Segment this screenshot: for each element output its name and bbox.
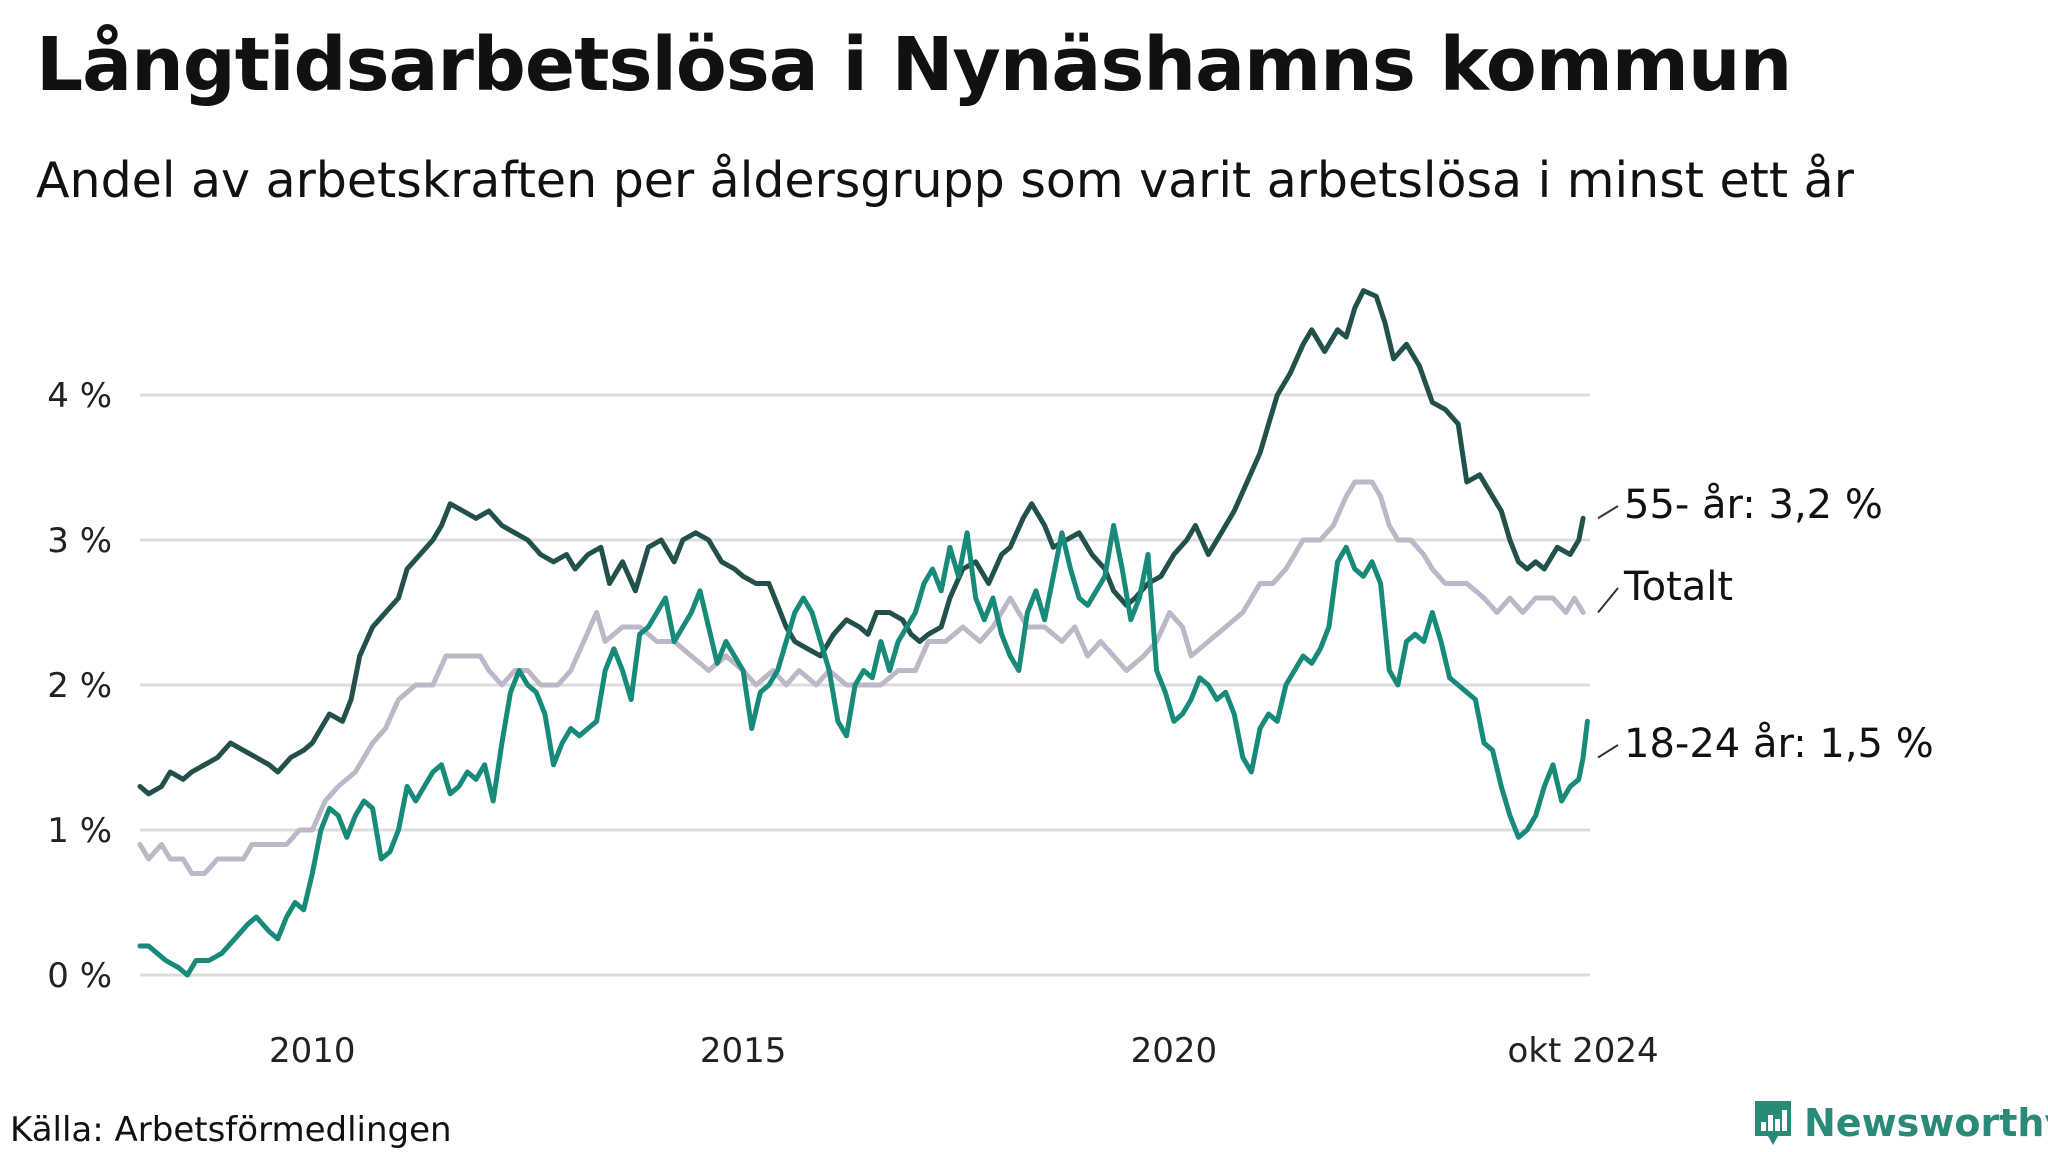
x-tick-label: 2015 — [700, 1031, 787, 1071]
y-tick-label: 0 % — [47, 956, 112, 996]
chart-subtitle: Andel av arbetskraften per åldersgrupp s… — [36, 152, 1854, 209]
x-tick-label: 2010 — [269, 1031, 356, 1071]
y-tick-label: 2 % — [47, 666, 112, 706]
y-tick-label: 1 % — [47, 811, 112, 851]
y-tick-label: 3 % — [47, 521, 112, 561]
newsworthy-logo-icon — [1755, 1101, 1791, 1145]
y-axis: 0 % 1 % 2 % 3 % 4 % — [47, 376, 112, 996]
x-axis: 2010 2015 2020 okt 2024 — [269, 1031, 1659, 1071]
x-tick-label: 2020 — [1131, 1031, 1218, 1071]
series-lines — [137, 288, 1590, 978]
y-tick-label: 4 % — [47, 376, 112, 416]
series-end-label: 55- år: 3,2 % — [1624, 482, 1883, 528]
series-end-labels: Totalt 55- år: 3,2 % 18-24 år: 1,5 % — [1597, 482, 1934, 767]
series-line-18-24-r — [137, 523, 1590, 978]
label-connector — [1597, 505, 1619, 520]
series-end-label: Totalt — [1623, 564, 1733, 610]
x-tick-label: okt 2024 — [1508, 1031, 1659, 1071]
series-end-label: 18-24 år: 1,5 % — [1624, 721, 1934, 767]
chart-title: Långtidsarbetslösa i Nynäshamns kommun — [36, 22, 1792, 108]
label-connector — [1597, 744, 1619, 759]
source-note: Källa: Arbetsförmedlingen — [10, 1110, 452, 1150]
series-line-55-r — [137, 288, 1586, 797]
logo-text: Newsworthy — [1804, 1101, 2048, 1145]
series-line-totalt — [137, 479, 1586, 876]
newsworthy-logo: Newsworthy — [1752, 1098, 2048, 1148]
label-connector — [1597, 587, 1619, 614]
